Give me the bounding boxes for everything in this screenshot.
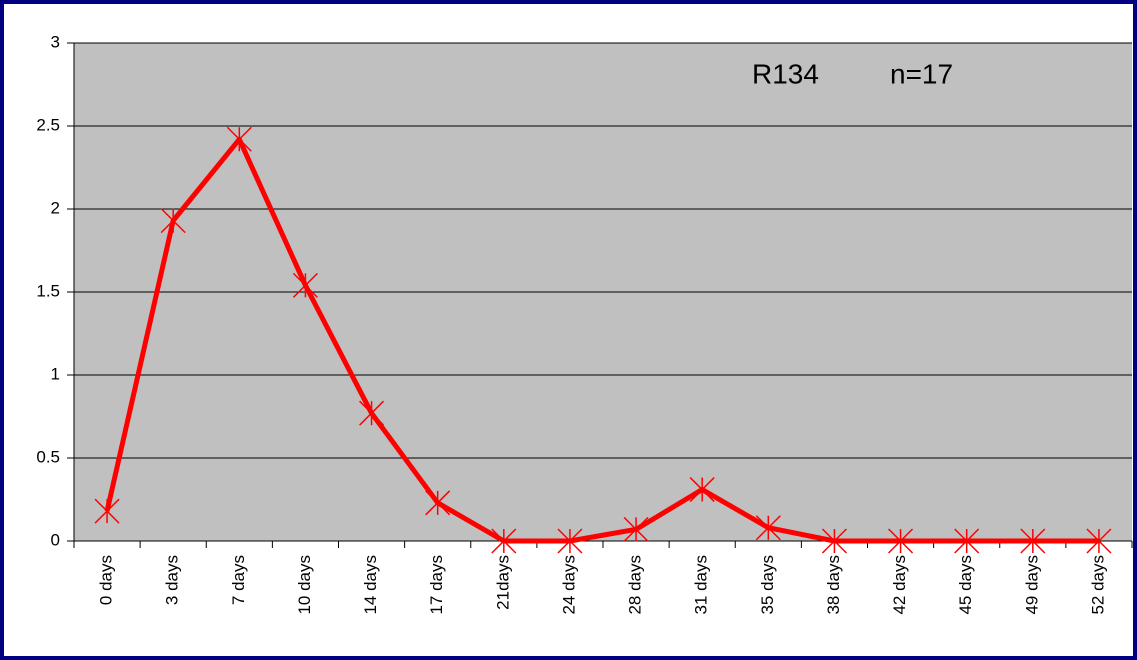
x-tick-label: 21days bbox=[493, 555, 512, 610]
annotation: R134 bbox=[752, 58, 819, 89]
y-tick-label: 0.5 bbox=[36, 447, 60, 466]
x-tick-label: 24 days bbox=[559, 555, 578, 615]
marker bbox=[557, 528, 583, 554]
y-tick-label: 2 bbox=[51, 198, 60, 217]
marker bbox=[491, 528, 517, 554]
y-tick-label: 1.5 bbox=[36, 281, 60, 300]
x-tick-label: 45 days bbox=[956, 555, 975, 615]
y-tick-label: 2.5 bbox=[36, 115, 60, 134]
x-tick-label: 10 days bbox=[295, 555, 314, 615]
y-tick-label: 3 bbox=[51, 32, 60, 51]
marker bbox=[160, 208, 186, 234]
x-tick-label: 3 days bbox=[163, 555, 182, 605]
x-tick-label: 52 days bbox=[1088, 555, 1107, 615]
y-tick-label: 1 bbox=[51, 364, 60, 383]
x-tick-label: 31 days bbox=[692, 555, 711, 615]
y-tick-label: 0 bbox=[51, 530, 60, 549]
x-tick-label: 42 days bbox=[890, 555, 909, 615]
marker bbox=[1020, 528, 1046, 554]
marker bbox=[1086, 528, 1112, 554]
marker bbox=[226, 126, 252, 152]
marker bbox=[888, 528, 914, 554]
marker bbox=[292, 272, 318, 298]
x-tick-label: 49 days bbox=[1022, 555, 1041, 615]
marker bbox=[689, 477, 715, 503]
x-tick-label: 35 days bbox=[758, 555, 777, 615]
x-tick-label: 0 days bbox=[97, 555, 116, 605]
marker bbox=[954, 528, 980, 554]
x-tick-label: 28 days bbox=[626, 555, 645, 615]
marker bbox=[425, 490, 451, 516]
series-line bbox=[104, 136, 1099, 544]
marker bbox=[821, 528, 847, 554]
x-tick-label: 14 days bbox=[361, 555, 380, 615]
x-tick-label: 38 days bbox=[824, 555, 843, 615]
x-tick-label: 17 days bbox=[427, 555, 446, 615]
x-tick-label: 7 days bbox=[229, 555, 248, 605]
marker bbox=[755, 515, 781, 541]
marker bbox=[623, 516, 649, 542]
annotation: n=17 bbox=[890, 58, 953, 89]
marker bbox=[94, 498, 120, 524]
marker bbox=[359, 400, 385, 426]
